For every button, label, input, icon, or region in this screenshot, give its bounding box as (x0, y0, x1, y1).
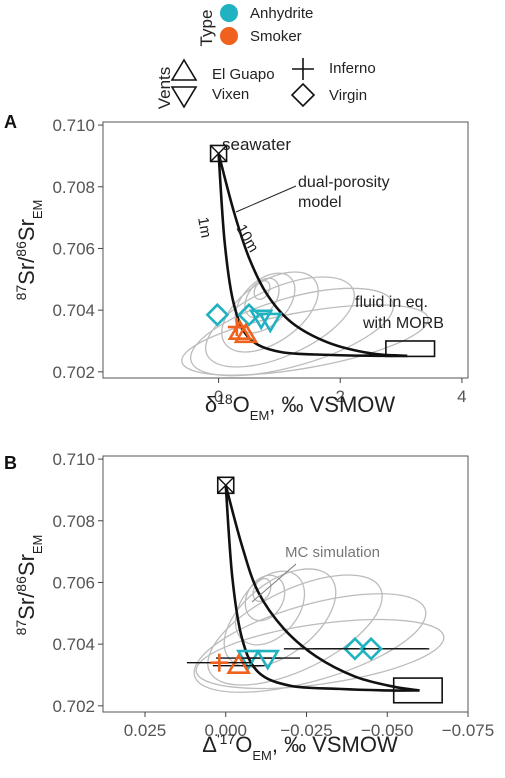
panel-b-ylabel: 87Sr/86SrEM (13, 535, 45, 636)
legend-diamond-icon (290, 82, 316, 108)
point-el-guapo (226, 653, 251, 675)
y-tick-label: 0.702 (52, 363, 95, 382)
y-tick-label: 0.710 (52, 450, 95, 469)
legend-triangle-down-icon (170, 86, 198, 109)
panel-a-frame (102, 121, 469, 379)
panel-a-model-curves (217, 153, 408, 358)
panel-a-label-fluid-2: with MORB (362, 315, 444, 332)
legend-swatch-anhydrite (220, 4, 238, 22)
panel-a-x-axis: 0 2 4 (214, 378, 467, 406)
legend-type-title: Type (197, 10, 216, 47)
x-tick-label: −0.075 (442, 721, 494, 740)
panel-b-xlabel: Δ'17OEM, ‰ VSMOW (202, 731, 398, 763)
panel-a-seawater-marker (209, 144, 228, 163)
point-vixen (258, 312, 283, 334)
panel-a-pointer-line (235, 185, 297, 213)
y-tick-label: 0.706 (52, 239, 95, 258)
panel-a-label-1m: 1m (194, 216, 214, 239)
model-curve-10m (224, 484, 420, 692)
panel-a: A 0 2 4 0.702 0.704 0.706 0.708 0.710 δ18OEM, … (4, 112, 469, 423)
point-virgin (343, 636, 367, 661)
seawater-square (209, 144, 228, 163)
panel-a-ylabel: 87Sr/86SrEM (13, 200, 45, 301)
legend-label-virgin: Virgin (329, 87, 367, 104)
point-el-guapo (233, 322, 259, 344)
model-curve-1m (224, 485, 420, 692)
legend-label-anhydrite: Anhydrite (250, 5, 313, 22)
panel-a-label-10m: 10m (233, 222, 262, 256)
panel-a-points (205, 302, 283, 344)
panel-b-points (186, 636, 430, 675)
panel-b-pointer-line (251, 563, 297, 603)
point-vixen (248, 309, 274, 331)
panel-a-letter: A (4, 112, 17, 132)
legend-swatch-smoker (220, 27, 238, 45)
y-tick-label: 0.708 (52, 178, 95, 197)
legend-triangle-up-icon (170, 58, 198, 81)
panel-b-label-mc-simulation: MC simulation (285, 544, 380, 561)
y-tick-label: 0.704 (52, 635, 95, 654)
point-el-guapo (227, 319, 253, 341)
legend-label-inferno: Inferno (329, 60, 376, 77)
y-tick-label: 0.704 (52, 301, 95, 320)
x-tick-label: 4 (457, 387, 466, 406)
legend-vents-title: Vents (155, 67, 174, 110)
panel-b-y-axis: 0.702 0.704 0.706 0.708 0.710 (52, 450, 103, 716)
y-tick-label: 0.702 (52, 697, 95, 716)
legend-label-smoker: Smoker (250, 28, 302, 45)
panel-a-y-axis: 0.702 0.704 0.706 0.708 0.710 (52, 116, 103, 382)
model-curve-10m (217, 153, 408, 358)
point-virgin (205, 302, 230, 327)
panel-b-frame (102, 455, 469, 713)
legend-type: Type Anhydrite Smoker (197, 4, 313, 46)
panel-b-morb-box (392, 677, 443, 704)
panel-a-morb-box (385, 340, 436, 358)
x-tick-label: 0.025 (124, 721, 167, 740)
panel-a-label-dual-porosity-1: dual-porosity (298, 174, 390, 191)
legend-vents: Vents El Guapo Vixen Inferno Virgin (155, 58, 376, 109)
y-tick-label: 0.710 (52, 116, 95, 135)
panel-b-letter: B (4, 453, 17, 473)
x-tick-label: −0.050 (361, 721, 413, 740)
panel-a-contours (181, 271, 429, 377)
panel-b-seawater-marker (216, 476, 235, 495)
seawater-square (216, 476, 235, 495)
morb-box (392, 677, 443, 704)
legend-label-el-guapo: El Guapo (212, 66, 275, 83)
y-tick-label: 0.706 (52, 573, 95, 592)
model-curve-1m (217, 153, 408, 358)
panel-b-model-curves (224, 484, 420, 692)
x-tick-label: 2 (336, 387, 345, 406)
legend-label-vixen: Vixen (212, 86, 249, 103)
seawater-cross (210, 144, 228, 162)
legend-plus-icon (292, 58, 314, 80)
point-vixen (236, 649, 261, 671)
point-vixen (255, 649, 281, 671)
y-tick-label: 0.708 (52, 512, 95, 531)
x-tick-label: −0.025 (280, 721, 332, 740)
panel-a-label-seawater: seawater (222, 135, 291, 154)
seawater-cross (217, 476, 235, 494)
x-tick-label: 0.000 (204, 721, 247, 740)
panel-a-label-fluid-1: fluid in eq. (355, 294, 428, 311)
morb-box (385, 340, 436, 358)
point-virgin (359, 636, 383, 661)
x-tick-label: 0 (214, 387, 223, 406)
panel-b-x-axis: 0.025 0.000 −0.025 −0.050 −0.075 (124, 712, 494, 740)
panel-a-label-dual-porosity-2: model (298, 194, 342, 211)
panel-a-xlabel: δ18OEM, ‰ VSMOW (205, 391, 396, 423)
panel-b: B 0.025 0.000 −0.025 −0.050 −0.075 0.7020.70… (4, 450, 494, 762)
